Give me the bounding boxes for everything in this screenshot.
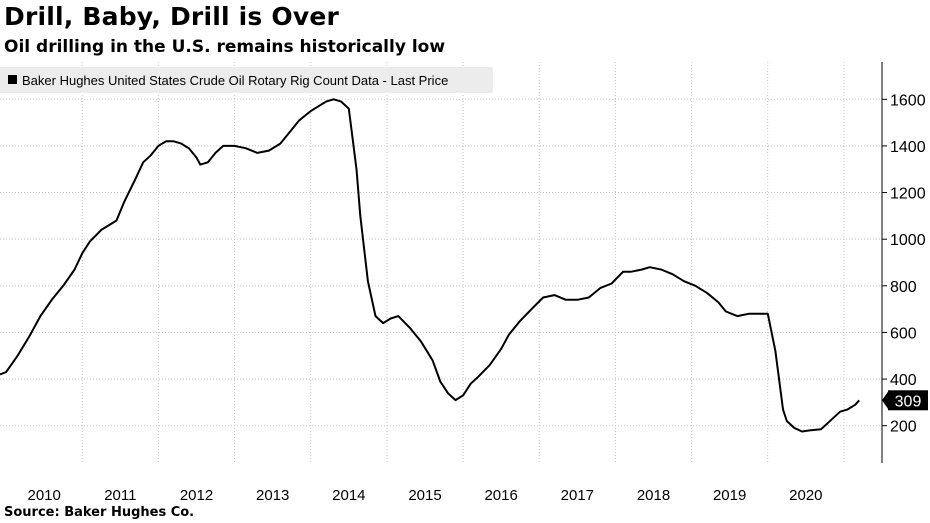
y-tick-label: 200 — [890, 419, 917, 436]
x-tick-label: 2013 — [256, 487, 289, 500]
x-tick-label: 2016 — [484, 487, 517, 500]
x-tick-label: 2017 — [561, 487, 594, 500]
last-value-label: 309 — [895, 393, 922, 410]
source-note: Source: Baker Hughes Co. — [4, 505, 195, 520]
x-tick-label: 2020 — [789, 487, 822, 500]
legend: Baker Hughes United States Crude Oil Rot… — [0, 67, 493, 93]
last-value-pointer — [882, 390, 889, 411]
y-tick-label: 400 — [890, 372, 917, 389]
legend-swatch — [8, 75, 17, 84]
legend-label: Baker Hughes United States Crude Oil Rot… — [22, 73, 448, 88]
series-line-crude-rig-count — [0, 98, 860, 433]
rig-count-chart: Baker Hughes United States Crude Oil Rot… — [0, 62, 928, 500]
x-tick-label: 2011 — [104, 487, 136, 500]
x-axis: 2010 2011 2012 2013 2014 2015 2016 2017 2018 2019… — [27, 487, 822, 500]
x-tick-label: 2019 — [713, 487, 746, 500]
y-tick-label: 800 — [890, 279, 917, 296]
y-axis: 200 400 600 800 1000 1200 1400 1600 — [881, 62, 926, 463]
legend-background — [0, 67, 493, 93]
y-tick-label: 1600 — [890, 92, 926, 109]
gridlines — [0, 62, 882, 463]
x-tick-label: 2018 — [637, 487, 670, 500]
x-tick-label: 2010 — [27, 487, 60, 500]
last-value-box — [888, 390, 928, 411]
chart-title: Drill, Baby, Drill is Over — [4, 2, 340, 31]
x-tick-label: 2012 — [180, 487, 213, 500]
chart-subtitle: Oil drilling in the U.S. remains histori… — [4, 37, 446, 57]
y-tick-label: 1400 — [890, 139, 926, 156]
x-tick-label: 2014 — [332, 487, 365, 500]
y-tick-label: 1200 — [890, 186, 926, 203]
last-value-marker: 309 — [882, 390, 928, 411]
y-tick-label: 1000 — [890, 232, 926, 249]
y-tick-label: 600 — [890, 325, 917, 342]
x-tick-label: 2015 — [408, 487, 441, 500]
